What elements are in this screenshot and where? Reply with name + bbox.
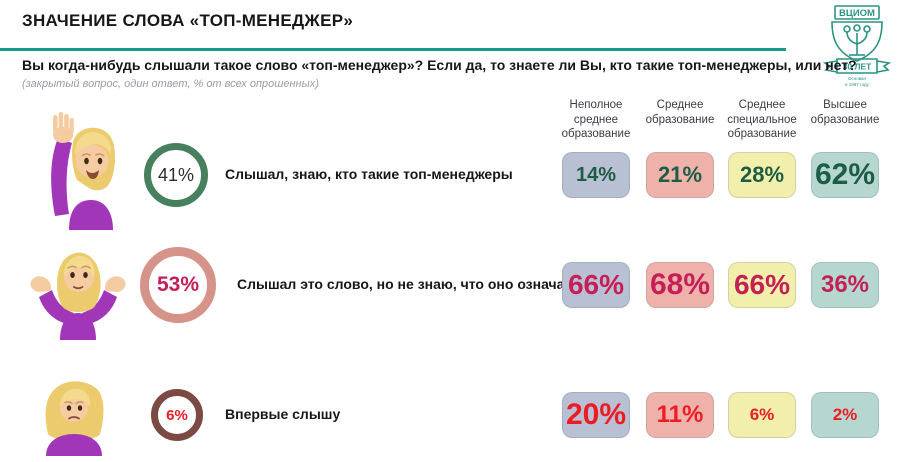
logo-org-text: ВЦИОМ [839,8,875,19]
total-ring: 6% [151,389,203,441]
total-value: 6% [166,406,188,424]
value-cell: 28% [728,152,796,198]
column-header-higher: Высшее образование [810,99,880,126]
total-value: 53% [156,273,200,296]
value-cell: 6% [728,392,796,438]
person-shrugging-emoji [30,252,126,340]
value-cell: 66% [562,262,630,308]
value-cell: 68% [646,262,714,308]
total-value: 41% [157,164,195,185]
value-cell: 36% [811,262,879,308]
value-cell: 14% [562,152,630,198]
survey-note: (закрытый вопрос, один ответ, % от всех … [22,78,319,90]
accent-rule [0,48,786,51]
column-header-incomplete-secondary: Неполное среднее образование [561,99,631,141]
logo-banner [834,5,880,20]
logo-anniversary-text: 30 ЛЕТ [843,62,872,72]
column-header-secondary: Среднее образование [645,99,715,126]
survey-question: Вы когда-нибудь слышали такое слово «топ… [22,57,857,73]
value-cell: 2% [811,392,879,438]
logo-founded-line1: Основан [848,76,867,81]
value-cell: 66% [728,262,796,308]
person-raising-hand-emoji [51,112,116,230]
answer-label: Слышал это слово, но не знаю, что оно оз… [237,276,579,292]
logo-founded-line2: в 1987 году [845,82,869,87]
total-ring: 53% [140,247,216,323]
value-cell: 21% [646,152,714,198]
value-cell: 11% [646,392,714,438]
page-title: ЗНАЧЕНИЕ СЛОВА «ТОП-МЕНЕДЖЕР» [22,11,354,30]
logo-shield [831,21,883,62]
answer-label: Слышал, знаю, кто такие топ-менеджеры [225,166,513,182]
tree-icon [843,24,871,56]
vciom-logo: ВЦИОМ 30 ЛЕТ Основан в 1987 году [822,5,892,87]
value-cell: 62% [811,152,879,198]
column-header-specialized-secondary: Среднее специальное образование [727,99,797,141]
value-cell: 20% [562,392,630,438]
person-frowning-emoji [45,381,104,456]
logo-ribbon [822,58,892,74]
total-ring: 41% [144,143,208,207]
answer-label: Впервые слышу [225,406,341,422]
